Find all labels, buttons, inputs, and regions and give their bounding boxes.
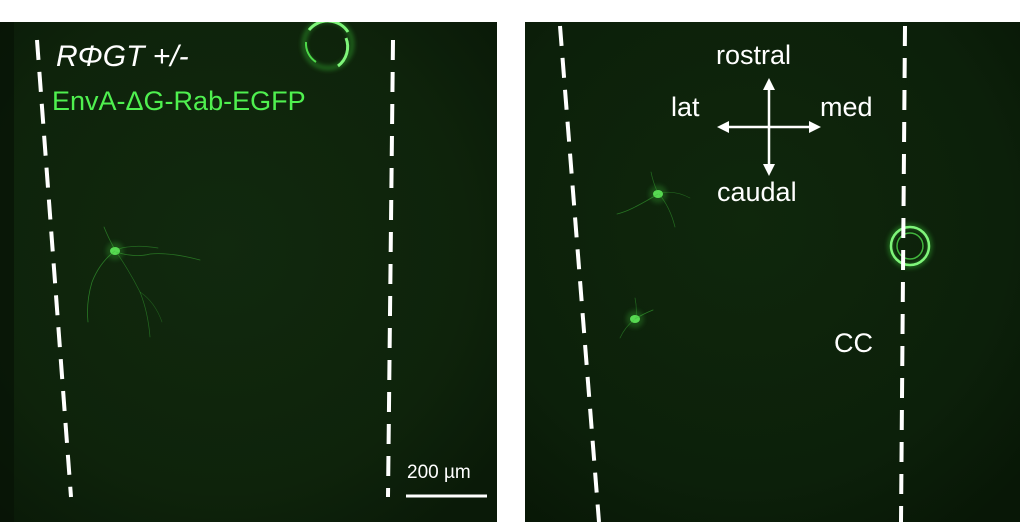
egfp-labeled-neuron xyxy=(87,226,201,338)
micrograph-right-image xyxy=(525,22,1020,522)
virus-label: EnvA-ΔG-Rab-EGFP xyxy=(52,86,306,116)
genotype-label: RΦGT +/- xyxy=(56,40,189,73)
egfp-labeled-neuron-lower xyxy=(619,297,654,339)
orientation-compass xyxy=(717,78,821,176)
micrograph-left-image xyxy=(0,22,497,522)
dashed-boundary-left xyxy=(558,25,601,522)
region-label-cc: CC xyxy=(834,328,873,358)
fluorescent-ring-artifact xyxy=(887,223,933,269)
micrograph-left: RΦGT +/- EnvA-ΔG-Rab-EGFP 200 µm xyxy=(0,22,497,522)
dashed-boundary-left xyxy=(35,39,73,498)
orientation-caudal-label: caudal xyxy=(717,177,797,207)
fluorescent-ring-artifact xyxy=(301,22,355,71)
dashed-boundary-right xyxy=(386,39,395,498)
scale-bar-label: 200 µm xyxy=(407,462,471,483)
orientation-rostral-label: rostral xyxy=(716,40,792,70)
orientation-lateral-label: lat xyxy=(671,92,700,122)
egfp-labeled-neuron-upper xyxy=(616,171,691,228)
tissue-background xyxy=(0,22,497,522)
orientation-medial-label: med xyxy=(820,92,873,122)
left-edge-dark-band xyxy=(0,22,14,522)
dashed-boundary-right xyxy=(899,25,907,522)
tissue-background xyxy=(525,22,1020,522)
micrograph-right: rostral caudal lat med CC xyxy=(525,22,1020,522)
